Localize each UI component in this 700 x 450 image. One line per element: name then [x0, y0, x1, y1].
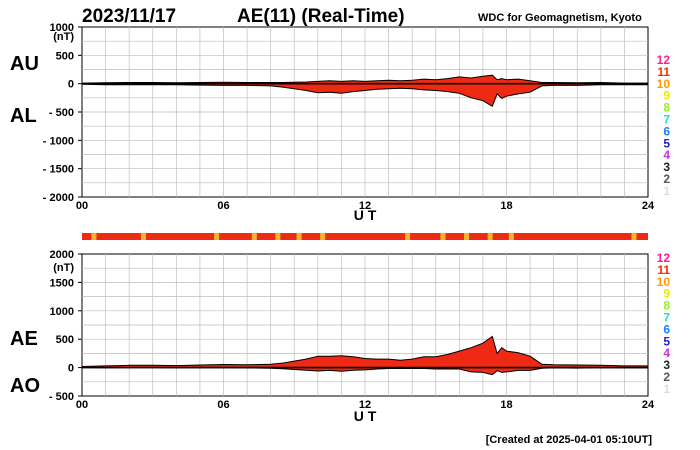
x-tick-label: 24 — [642, 399, 655, 411]
x-tick-label: 12 — [359, 200, 371, 212]
series-line-ao — [81, 367, 648, 376]
source-label: WDC for Geomagnetism, Kyoto — [478, 12, 642, 24]
station-count-label: 8 — [663, 299, 670, 313]
station-count-label: 12 — [657, 251, 671, 265]
station-count-label: 2 — [663, 370, 670, 384]
y-tick-label: 1500 — [50, 277, 74, 289]
x-tick-label: 06 — [217, 200, 229, 212]
y-tick-label: - 1500 — [43, 164, 74, 176]
coverage-highlight — [631, 233, 637, 240]
y-tick-label: - 1000 — [43, 135, 74, 147]
x-tick-label: 06 — [217, 399, 229, 411]
coverage-highlight — [487, 233, 493, 240]
station-count-label: 5 — [663, 334, 670, 348]
coverage-highlights — [91, 233, 637, 240]
x-tick-label: 18 — [500, 399, 512, 411]
station-count-label: 10 — [657, 275, 671, 289]
x-axis-label: U T — [354, 207, 377, 223]
station-count-label: 10 — [657, 77, 671, 91]
station-count-label: 5 — [663, 136, 670, 150]
station-count-label: 2 — [663, 172, 670, 186]
station-count-label: 4 — [663, 346, 670, 360]
station-count-label: 8 — [663, 101, 670, 115]
y-tick-label: 1000 — [50, 306, 74, 318]
au-al-panel: 1000 500 0 - 500 - 1000 - 1500 - 2000 00 06 12 18… — [10, 22, 655, 223]
chart-title: AE(11) (Real-Time) — [237, 6, 405, 27]
y-tick-label: 0 — [68, 79, 74, 91]
coverage-highlight — [275, 233, 281, 240]
y-tick-label: 500 — [56, 50, 74, 62]
x-tick-label: 00 — [76, 200, 88, 212]
x-tick-label: 18 — [500, 200, 512, 212]
station-count-label: 9 — [663, 287, 670, 301]
y-tick-label: - 2000 — [43, 192, 74, 204]
station-count-label: 11 — [657, 263, 670, 277]
station-count-label: 12 — [657, 53, 671, 67]
gridlines — [82, 254, 648, 396]
created-timestamp: [Created at 2025-04-01 05:10UT] — [486, 434, 653, 446]
y-tick-labels: 1000 500 0 - 500 - 1000 - 1500 - 2000 — [43, 22, 82, 204]
y-unit-label: (nT) — [53, 262, 74, 274]
station-count-label: 7 — [663, 113, 670, 127]
x-tick-label: 00 — [76, 399, 88, 411]
data-fill — [82, 336, 648, 375]
x-tick-labels: 00 06 12 18 24 — [76, 399, 655, 411]
y-tick-label: - 500 — [49, 107, 74, 119]
coverage-highlight — [140, 233, 146, 240]
coverage-highlight — [508, 233, 514, 240]
series-line-al — [81, 83, 648, 108]
ae-ao-panel: 2000 1500 1000 500 0 - 500 00 06 12 18 24 (nT) U … — [10, 249, 655, 424]
station-count-label: 7 — [663, 311, 670, 325]
coverage-highlight — [251, 233, 257, 240]
panel-label-upper: AU — [10, 53, 39, 75]
coverage-highlight — [91, 233, 97, 240]
station-count-label: 4 — [663, 148, 670, 162]
panel-label-upper: AE — [10, 328, 38, 350]
area-fill — [82, 336, 648, 375]
y-tick-label: 1000 — [50, 22, 74, 34]
coverage-highlight — [464, 233, 470, 240]
station-count-label: 6 — [663, 124, 670, 138]
series-line-ae — [81, 335, 648, 367]
series-line-au — [81, 74, 648, 84]
date-title: 2023/11/17 — [82, 6, 176, 27]
station-count-label: 1 — [663, 382, 670, 396]
panel-label-lower: AO — [10, 375, 40, 397]
gridlines — [82, 27, 648, 197]
station-count-label: 9 — [663, 89, 670, 103]
station-count-label: 6 — [663, 322, 670, 336]
station-count-label: 3 — [663, 160, 670, 174]
station-count-label: 3 — [663, 358, 670, 372]
x-tick-labels: 00 06 12 18 24 — [76, 200, 655, 212]
coverage-highlight — [405, 233, 411, 240]
x-tick-label: 12 — [359, 399, 371, 411]
coverage-bar-base — [82, 233, 648, 240]
x-axis-label: U T — [354, 408, 377, 424]
panel-label-lower: AL — [10, 105, 37, 127]
station-coverage-bar — [82, 233, 648, 240]
y-tick-label: - 500 — [49, 391, 74, 403]
y-tick-labels: 2000 1500 1000 500 0 - 500 — [49, 249, 82, 403]
x-tick-label: 24 — [642, 200, 655, 212]
station-count-label: 1 — [663, 184, 670, 198]
y-tick-label: 2000 — [50, 249, 74, 261]
y-tick-label: 0 — [68, 363, 74, 375]
coverage-highlight — [320, 233, 326, 240]
station-count-label: 11 — [657, 65, 670, 79]
coverage-highlight — [440, 233, 446, 240]
coverage-highlight — [296, 233, 302, 240]
y-tick-label: 500 — [56, 334, 74, 346]
data-lines — [81, 74, 648, 108]
data-lines — [81, 335, 648, 376]
y-unit-label: (nT) — [53, 31, 74, 43]
coverage-highlight — [214, 233, 220, 240]
